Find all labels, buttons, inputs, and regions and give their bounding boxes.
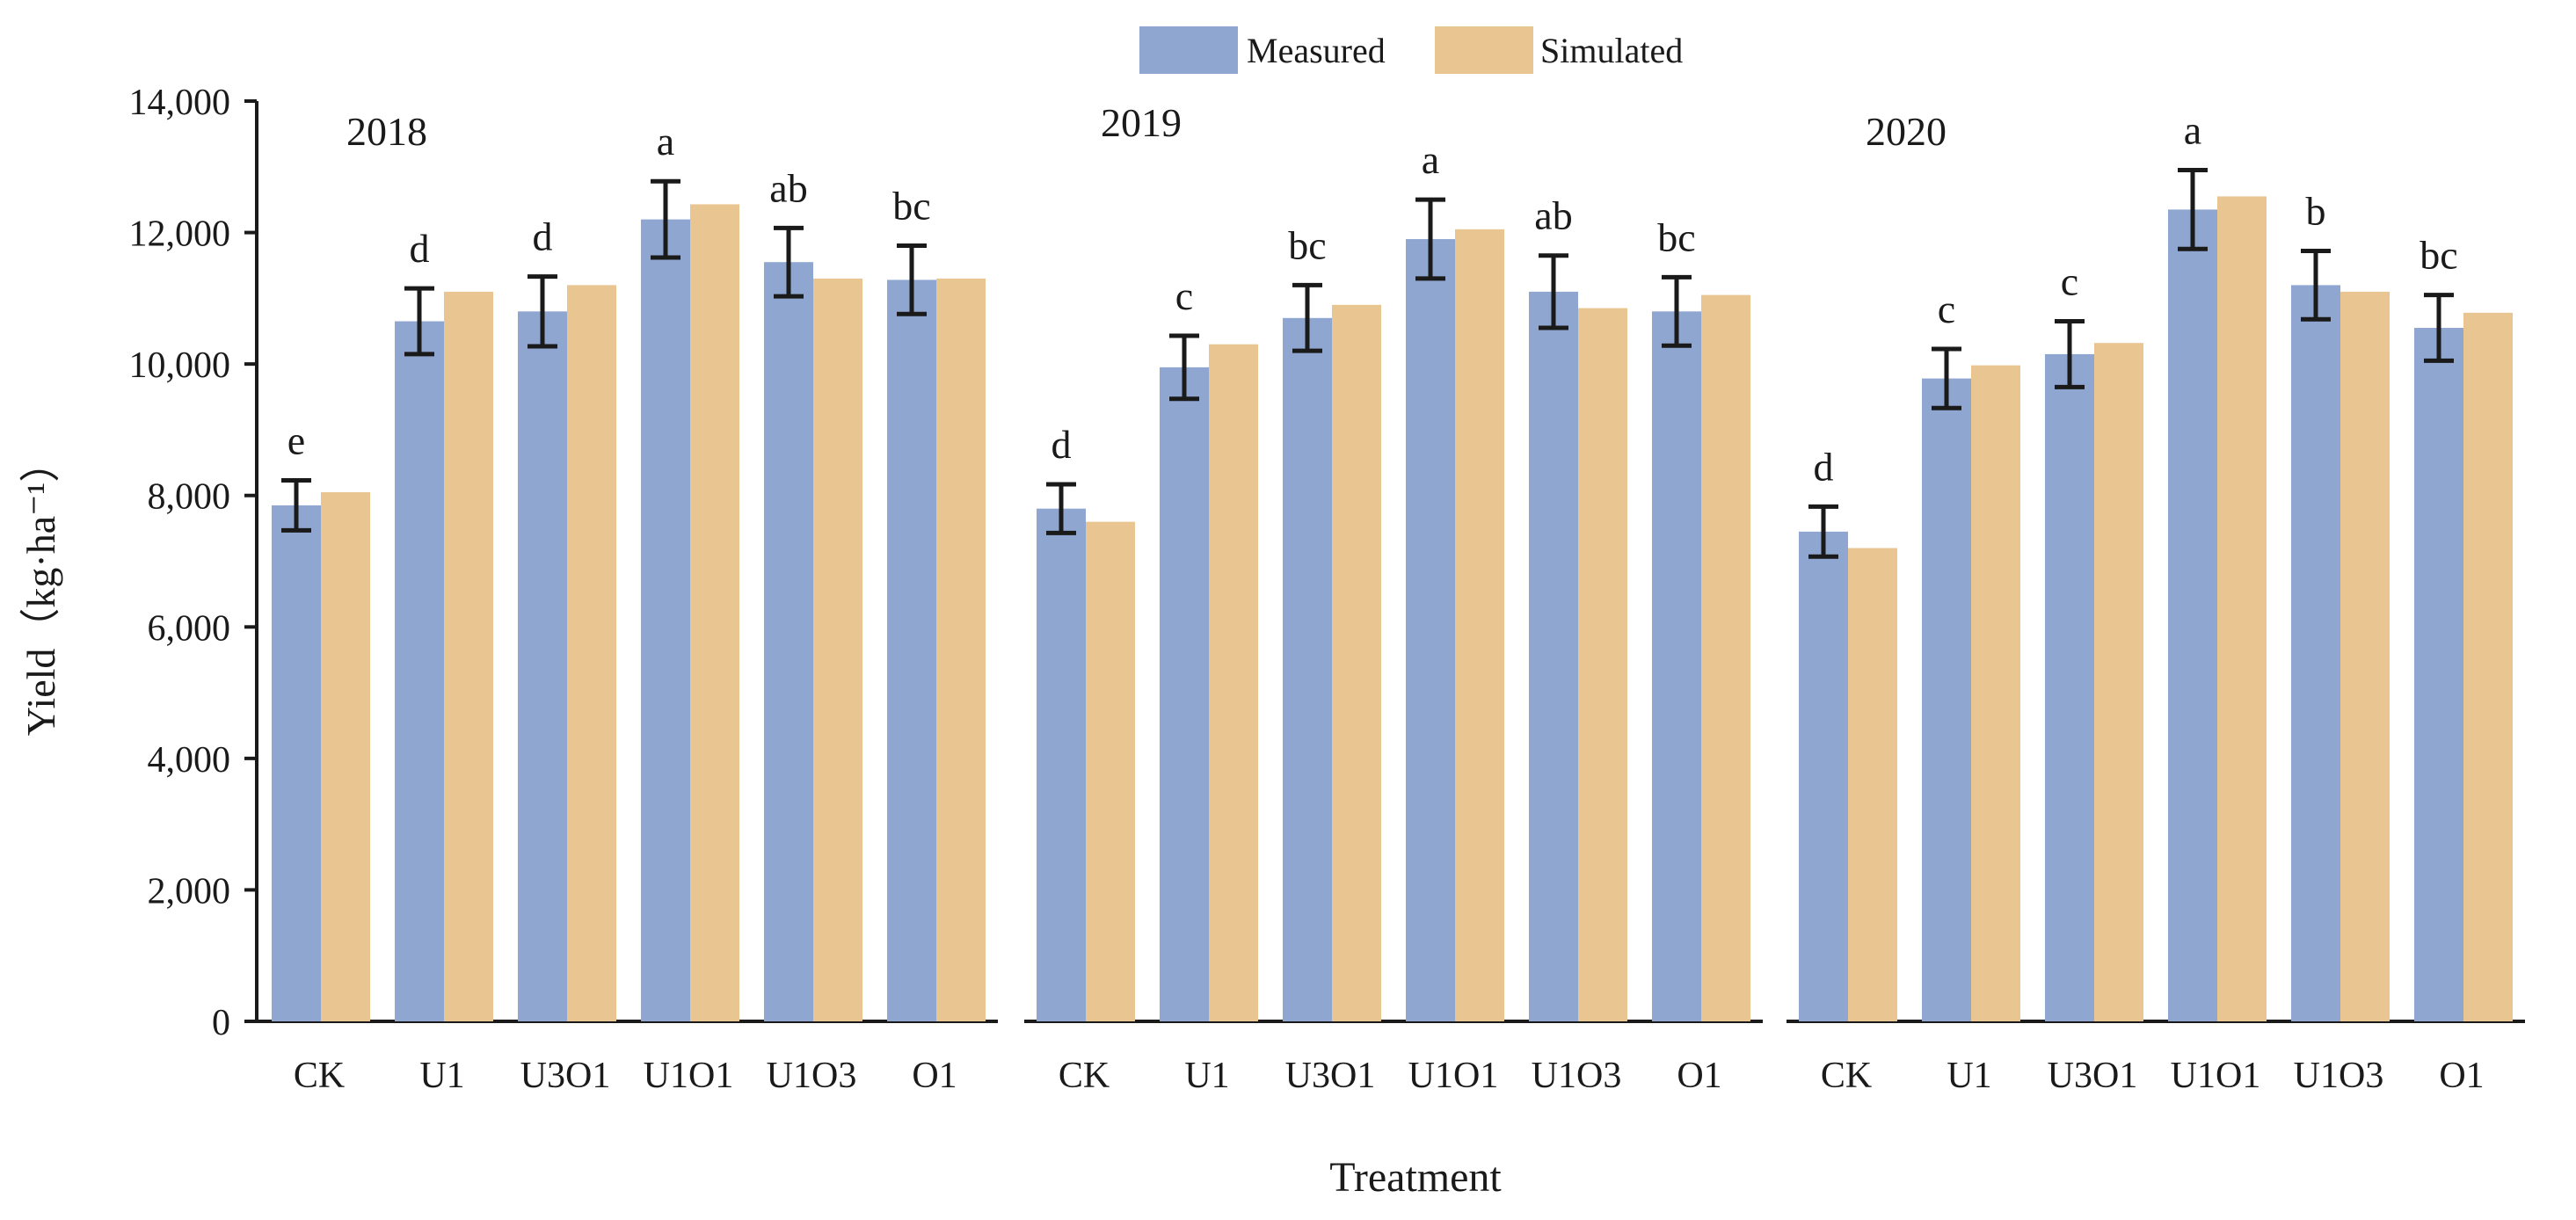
panel-year-label: 2018: [346, 109, 427, 154]
x-tick-label: O1: [912, 1056, 957, 1096]
bar-simulated: [321, 491, 370, 1021]
significance-letter: ab: [769, 165, 807, 210]
bar-simulated: [1332, 304, 1381, 1022]
panel-2018: 2018 e CK d U1 d U3O1 a U1O1 ab U1O3 bc O1: [257, 109, 998, 1096]
x-tick-label: U3O1: [2048, 1056, 2138, 1096]
x-tick-label: U1: [1947, 1056, 1991, 1096]
x-tick-label: O1: [1677, 1056, 1721, 1096]
x-tick-label: U1: [419, 1056, 464, 1096]
bar-simulated: [1971, 365, 2020, 1022]
x-tick-label: CK: [294, 1056, 345, 1096]
significance-letter: b: [2306, 189, 2326, 234]
x-tick-label: U1O1: [1408, 1056, 1499, 1096]
bar-simulated: [690, 204, 739, 1021]
significance-letter: d: [533, 214, 553, 259]
panel-year-label: 2019: [1101, 100, 1182, 145]
panel-2019: 2019 d CK c U1 bc U3O1 a U1O1 ab U1O3 bc O1: [1024, 100, 1763, 1096]
bar-simulated: [1578, 308, 1627, 1021]
bar-measured: [1037, 508, 1086, 1021]
bar-measured: [1652, 311, 1701, 1021]
y-tick-label: 10,000: [129, 345, 231, 386]
bar-measured: [2291, 285, 2340, 1021]
legend-swatch-simulated: [1435, 26, 1533, 74]
x-tick-label: U3O1: [1285, 1056, 1376, 1096]
bar-measured: [2168, 209, 2217, 1021]
significance-letter: c: [2061, 259, 2078, 304]
bar-simulated: [2340, 291, 2390, 1022]
bar-simulated: [1848, 548, 1897, 1021]
x-tick-label: U1O1: [2171, 1056, 2261, 1096]
significance-letter: a: [657, 119, 674, 163]
x-tick-label: U1O3: [2294, 1056, 2384, 1096]
significance-letter: d: [1052, 422, 1072, 467]
y-tick-label: 6,000: [148, 608, 231, 649]
bar-measured: [1406, 239, 1455, 1021]
significance-letter: bc: [892, 184, 930, 229]
bar-measured: [764, 262, 813, 1022]
significance-letter: bc: [2420, 233, 2457, 278]
bar-measured: [2045, 353, 2094, 1021]
bar-measured: [887, 280, 936, 1022]
y-tick-label: 14,000: [129, 83, 231, 123]
bar-measured: [1529, 291, 1578, 1022]
panel-2020: 2020 d CK c U1 c U3O1 a U1O1 b U1O3 bc O1: [1786, 108, 2525, 1096]
x-tick-label: U1O1: [644, 1056, 734, 1096]
bar-measured: [272, 505, 321, 1021]
bar-simulated: [936, 278, 986, 1022]
significance-letter: a: [1422, 137, 1439, 182]
bar-simulated: [813, 278, 862, 1022]
significance-letter: c: [1938, 287, 1955, 331]
bar-simulated: [1086, 521, 1135, 1021]
bar-simulated: [1455, 229, 1504, 1021]
y-axis-title: Yield（kg·ha⁻¹）: [18, 442, 63, 736]
x-tick-label: U1: [1184, 1056, 1229, 1096]
significance-letter: d: [410, 226, 430, 271]
significance-letter: a: [2184, 108, 2201, 153]
significance-letter: d: [1814, 444, 1834, 489]
bar-simulated: [1701, 294, 1750, 1021]
x-tick-label: CK: [1821, 1056, 1872, 1096]
y-tick-label: 4,000: [148, 740, 231, 781]
bar-simulated: [2463, 312, 2513, 1021]
bar-measured: [1922, 378, 1971, 1021]
y-tick-label: 8,000: [148, 477, 231, 518]
y-tick-label: 2,000: [148, 871, 231, 911]
x-tick-label: O1: [2439, 1056, 2484, 1096]
significance-letter: bc: [1288, 222, 1326, 267]
legend: Measured Simulated: [1139, 26, 1683, 74]
panels-layer: 2018eCKdU1dU3O1aU1O1abU1O3bcO12019dCKcU1…: [257, 100, 2525, 1096]
significance-letter: ab: [1534, 193, 1572, 238]
bar-measured: [395, 321, 444, 1022]
bar-simulated: [2217, 196, 2267, 1022]
legend-swatch-measured: [1139, 26, 1238, 74]
bar-simulated: [567, 285, 616, 1021]
legend-label-simulated: Simulated: [1540, 31, 1683, 70]
significance-letter: c: [1175, 273, 1193, 318]
y-tick-label: 12,000: [129, 214, 231, 255]
bar-simulated: [2094, 343, 2143, 1021]
x-axis-title: Treatment: [1329, 1154, 1502, 1201]
y-tick-label: 0: [212, 1003, 230, 1043]
significance-letter: bc: [1657, 214, 1695, 259]
x-tick-label: U1O3: [767, 1056, 857, 1096]
bar-measured: [1160, 367, 1209, 1021]
bar-measured: [2414, 328, 2463, 1021]
panel-year-label: 2020: [1866, 109, 1947, 154]
x-tick-label: U1O3: [1532, 1056, 1622, 1096]
x-tick-label: CK: [1059, 1056, 1110, 1096]
y-axis: 0 2,000 4,000 6,000 8,000 10,000 12,000 14,000: [129, 83, 258, 1043]
bar-measured: [1799, 531, 1848, 1021]
x-tick-label: U3O1: [520, 1056, 611, 1096]
bar-simulated: [444, 291, 493, 1022]
legend-label-measured: Measured: [1247, 31, 1386, 70]
bar-measured: [518, 311, 567, 1021]
bar-simulated: [1209, 344, 1258, 1021]
bar-measured: [1283, 317, 1332, 1021]
significance-letter: e: [287, 418, 305, 463]
bar-measured: [641, 219, 690, 1022]
